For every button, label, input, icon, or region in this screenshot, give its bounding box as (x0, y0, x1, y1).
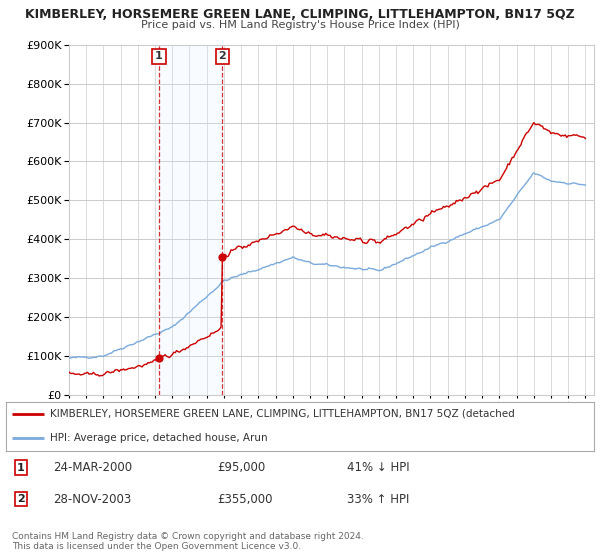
Text: 2: 2 (218, 52, 226, 62)
Text: 1: 1 (17, 463, 25, 473)
Text: This data is licensed under the Open Government Licence v3.0.: This data is licensed under the Open Gov… (12, 542, 301, 550)
Bar (159, 45, 223, 395)
Text: KIMBERLEY, HORSEMERE GREEN LANE, CLIMPING, LITTLEHAMPTON, BN17 5QZ (detached: KIMBERLEY, HORSEMERE GREEN LANE, CLIMPIN… (50, 409, 515, 419)
Text: 1: 1 (155, 52, 163, 62)
Text: 24-MAR-2000: 24-MAR-2000 (53, 461, 132, 474)
Point (154, 353, 164, 362)
Point (218, 252, 227, 261)
Text: £95,000: £95,000 (218, 461, 266, 474)
Text: Price paid vs. HM Land Registry's House Price Index (HPI): Price paid vs. HM Land Registry's House … (140, 20, 460, 30)
Text: 28-NOV-2003: 28-NOV-2003 (53, 493, 131, 506)
Text: Contains HM Land Registry data © Crown copyright and database right 2024.: Contains HM Land Registry data © Crown c… (12, 532, 364, 541)
Text: HPI: Average price, detached house, Arun: HPI: Average price, detached house, Arun (50, 433, 268, 444)
Text: KIMBERLEY, HORSEMERE GREEN LANE, CLIMPING, LITTLEHAMPTON, BN17 5QZ: KIMBERLEY, HORSEMERE GREEN LANE, CLIMPIN… (25, 8, 575, 21)
Text: 33% ↑ HPI: 33% ↑ HPI (347, 493, 409, 506)
Text: 2: 2 (17, 494, 25, 504)
Text: 41% ↓ HPI: 41% ↓ HPI (347, 461, 410, 474)
Text: £355,000: £355,000 (218, 493, 273, 506)
